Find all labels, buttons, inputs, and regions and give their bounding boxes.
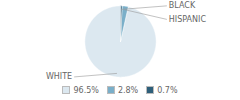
html-text:0.7%: 0.7% <box>157 85 178 95</box>
html-text:2.8%: 2.8% <box>117 85 139 95</box>
svg-text:WHITE: WHITE <box>46 72 72 81</box>
svg-text:HISPANIC: HISPANIC <box>169 15 207 24</box>
html-text:96.5%: 96.5% <box>73 85 99 95</box>
svg-text:BLACK: BLACK <box>169 1 196 10</box>
